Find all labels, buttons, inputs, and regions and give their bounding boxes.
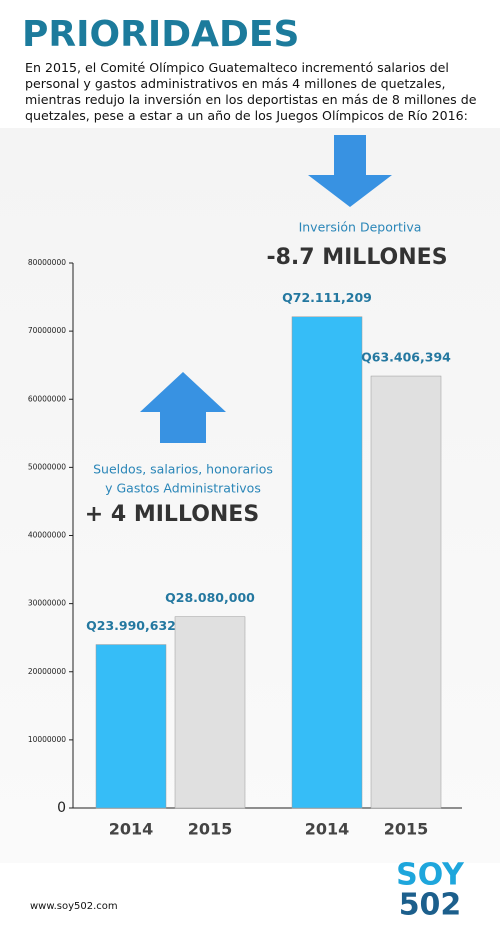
value-label: Q72.111,209 — [282, 290, 372, 305]
bar — [174, 616, 246, 809]
annotation: -8.7 MILLONES — [266, 245, 447, 270]
value-label: Q63.406,394 — [361, 350, 451, 365]
annotation: y Gastos Administrativos — [105, 481, 261, 496]
arrow-down — [308, 135, 392, 207]
arrow-up — [140, 372, 226, 443]
bar — [95, 644, 167, 809]
y-tick-label: 20000000 — [28, 667, 66, 676]
y-tick-label: 40000000 — [28, 531, 66, 540]
x-tick-label: 2015 — [188, 820, 233, 839]
annotation: Sueldos, salarios, honorarios — [93, 462, 273, 477]
x-tick-label: 2014 — [109, 820, 154, 839]
source: www.soy502.com — [30, 901, 118, 912]
x-tick-label: 2014 — [305, 820, 350, 839]
bar — [370, 375, 442, 809]
y-tick-label: 30000000 — [28, 599, 66, 608]
value-label: Q28.080,000 — [165, 590, 255, 605]
y-tick-label: 60000000 — [28, 394, 66, 403]
y-tick-label: 80000000 — [28, 258, 66, 267]
subtitle-box: En 2015, el Comité Olímpico Guatemalteco… — [25, 60, 477, 123]
logo: 502 — [399, 888, 462, 923]
chart-subtitle: En 2015, el Comité Olímpico Guatemalteco… — [25, 60, 477, 123]
x-tick-label: 2015 — [384, 820, 429, 839]
y-tick-label: 70000000 — [28, 326, 66, 335]
y-tick-label: 0 — [57, 800, 66, 816]
annotation: Inversión Deportiva — [299, 220, 422, 235]
value-label: Q23.990,632 — [86, 618, 176, 633]
chart-title: PRIORIDADES — [22, 14, 299, 55]
y-tick-label: 10000000 — [28, 735, 66, 744]
bar — [291, 316, 363, 809]
annotation: + 4 MILLONES — [85, 502, 259, 527]
y-tick-label: 50000000 — [28, 462, 66, 471]
logo: SOY — [396, 858, 465, 893]
